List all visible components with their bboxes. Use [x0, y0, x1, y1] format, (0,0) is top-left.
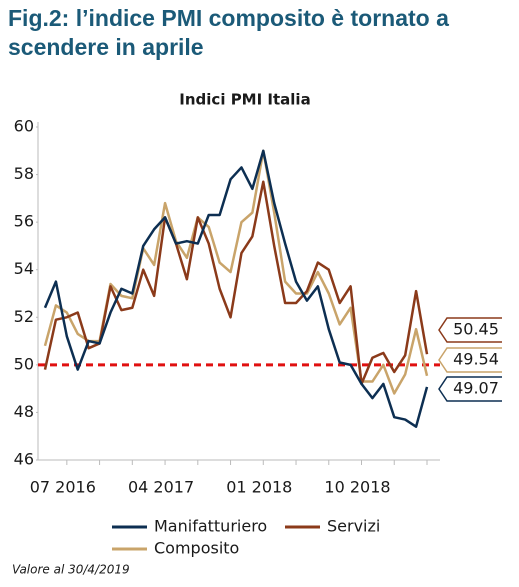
chart-subtitle: Indici PMI Italia: [179, 91, 310, 109]
chart-title: Fig.2: l’indice PMI composito è tornato …: [8, 5, 449, 60]
value-label: 49.07: [453, 379, 499, 398]
legend-label: Composito: [154, 539, 239, 558]
x-tick-label: 10 2018: [324, 478, 390, 497]
y-tick-label: 52: [14, 307, 34, 326]
series-line: [43, 180, 429, 386]
y-tick-label: 48: [14, 402, 34, 421]
callout-box: [438, 317, 502, 343]
callout-box: [438, 347, 502, 373]
y-tick-label: 50: [14, 354, 34, 373]
x-tick-label: 04 2017: [128, 478, 194, 497]
y-tick-label: 58: [14, 164, 34, 183]
series-line: [43, 149, 429, 395]
y-tick-label: 54: [14, 259, 34, 278]
callout-box: [438, 376, 502, 402]
y-tick-label: 56: [14, 212, 34, 231]
value-label: 50.45: [453, 320, 499, 339]
y-tick-label: 46: [14, 450, 34, 469]
y-tick-label: 60: [14, 117, 34, 136]
note: Valore al 30/4/2019: [12, 563, 130, 577]
x-tick-label: 07 2016: [30, 478, 96, 497]
legend-label: Manifatturiero: [154, 517, 267, 536]
legend-label: Servizi: [327, 517, 380, 536]
series-line: [43, 149, 429, 428]
value-label: 49.54: [453, 350, 499, 369]
x-tick-label: 01 2018: [226, 478, 292, 497]
